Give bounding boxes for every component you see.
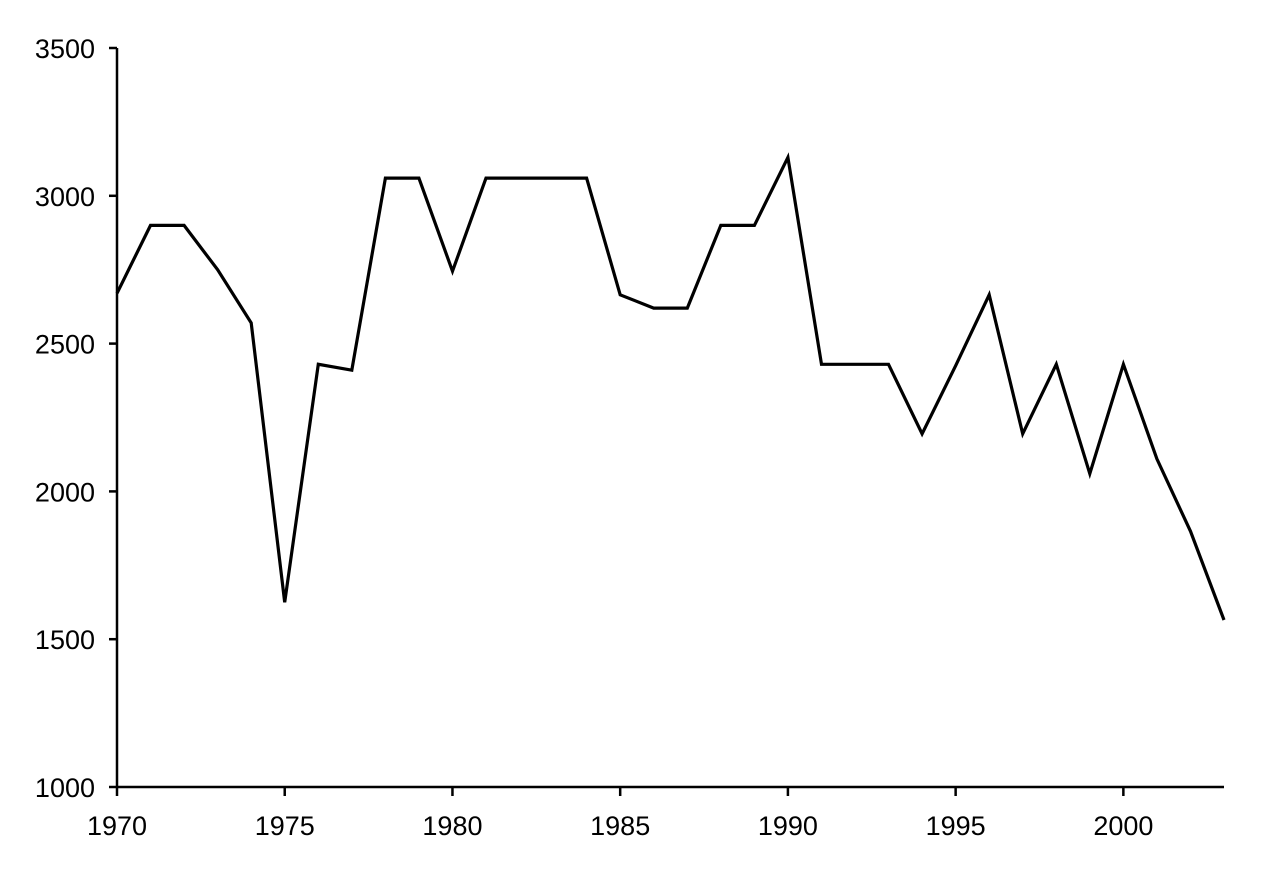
x-tick-label: 1990 [758,811,818,841]
y-tick-label: 2000 [35,477,95,507]
x-tick-label: 1970 [87,811,147,841]
x-tick-label: 1985 [590,811,650,841]
y-tick-label: 3500 [35,34,95,64]
x-tick-label: 1995 [926,811,986,841]
x-tick-label: 1980 [422,811,482,841]
y-axis-ticks: 1000 1500 2000 2500 3000 3500 [35,34,117,803]
x-tick-label: 2000 [1093,811,1153,841]
x-axis-ticks: 1970 1975 1980 1985 1990 1995 2000 [87,787,1153,841]
y-tick-label: 3000 [35,182,95,212]
y-tick-label: 1000 [35,773,95,803]
y-tick-label: 2500 [35,330,95,360]
y-tick-label: 1500 [35,625,95,655]
series-layer [115,152,1226,621]
x-tick-label: 1975 [255,811,315,841]
series-line [115,152,1226,621]
